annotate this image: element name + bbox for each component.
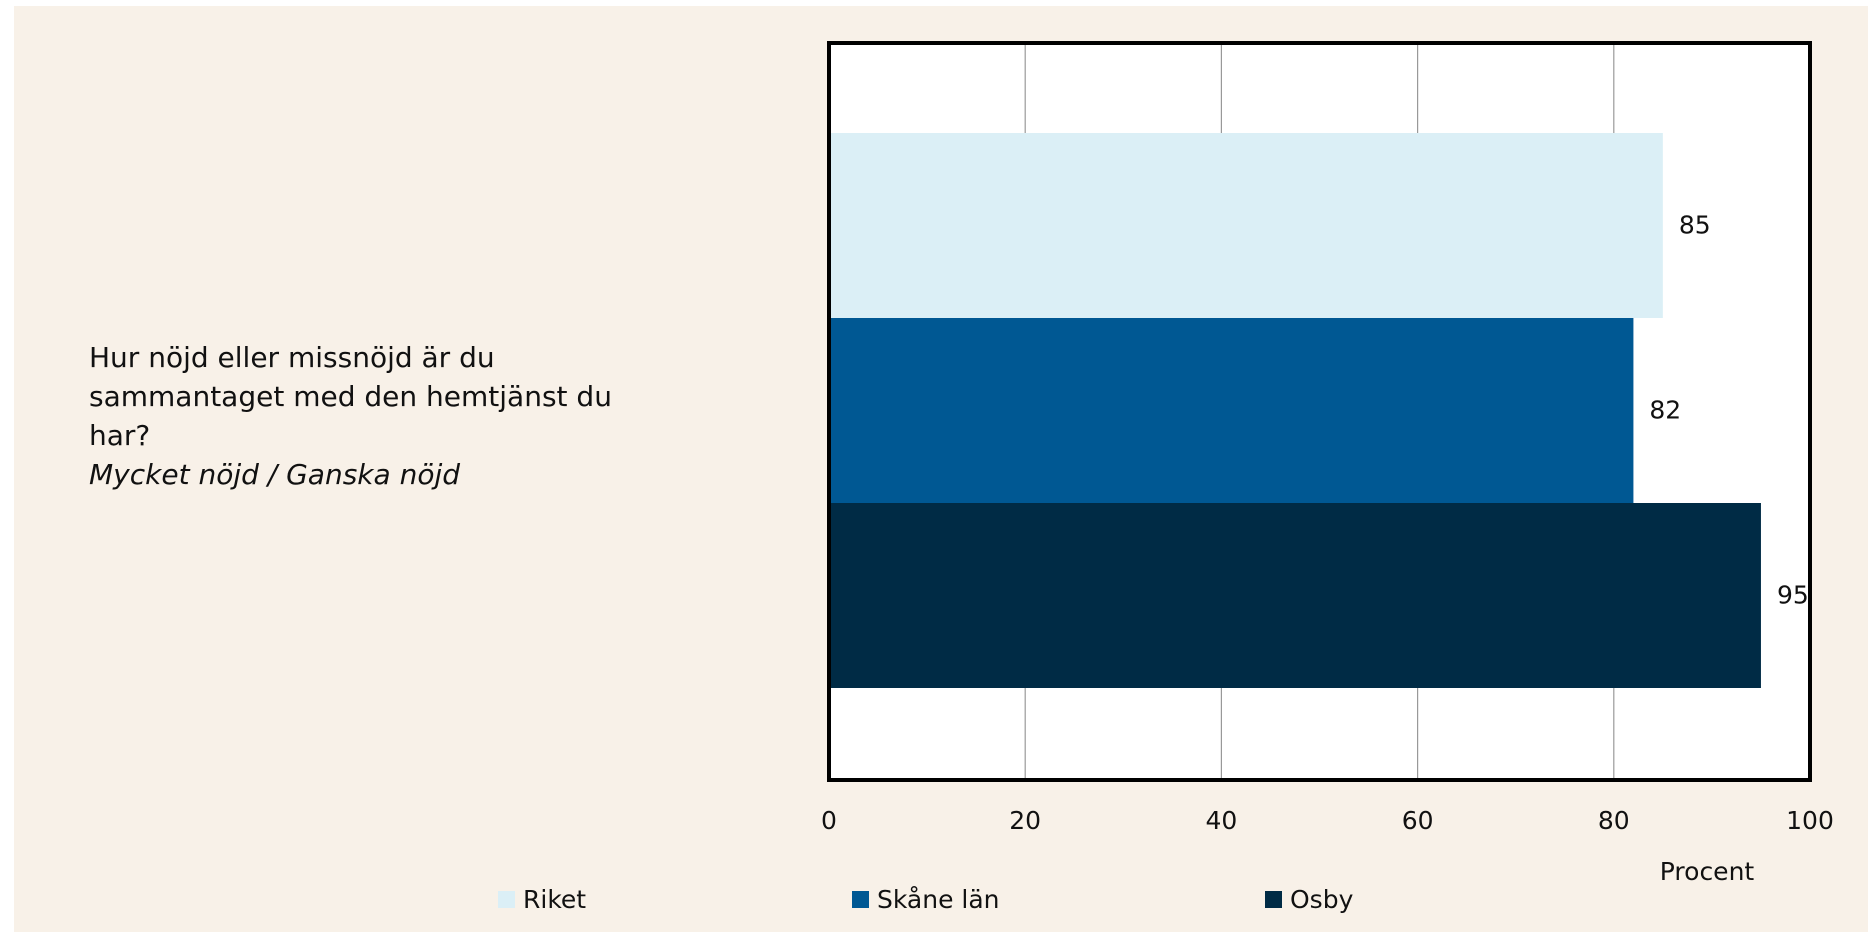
x-tick-label: 40 <box>1205 806 1237 835</box>
subtitle: Mycket nöjd / Ganska nöjd <box>89 458 460 491</box>
x-tick-label: 20 <box>1009 806 1041 835</box>
x-axis-label: Procent <box>1660 857 1755 886</box>
legend-swatch <box>1265 891 1282 908</box>
legend-label: Osby <box>1290 885 1354 914</box>
x-tick-label: 0 <box>821 806 837 835</box>
x-tick-label: 80 <box>1598 806 1630 835</box>
legend-label: Riket <box>523 885 586 914</box>
data-label: 95 <box>1777 581 1809 610</box>
legend-swatch <box>852 891 869 908</box>
data-label: 82 <box>1649 396 1681 425</box>
x-tick-label: 60 <box>1402 806 1434 835</box>
x-tick-label: 100 <box>1786 806 1834 835</box>
plot-frame <box>827 41 1812 782</box>
category-label: Hur nöjd eller missnöjd är du sammantage… <box>89 341 612 452</box>
data-label: 85 <box>1679 211 1711 240</box>
question: Hur nöjd eller missnöjd är du sammantage… <box>89 338 619 494</box>
bar <box>829 503 1761 688</box>
bar <box>829 318 1634 503</box>
legend-swatch <box>498 891 515 908</box>
legend-label: Skåne län <box>877 885 1000 914</box>
bar <box>829 133 1663 318</box>
